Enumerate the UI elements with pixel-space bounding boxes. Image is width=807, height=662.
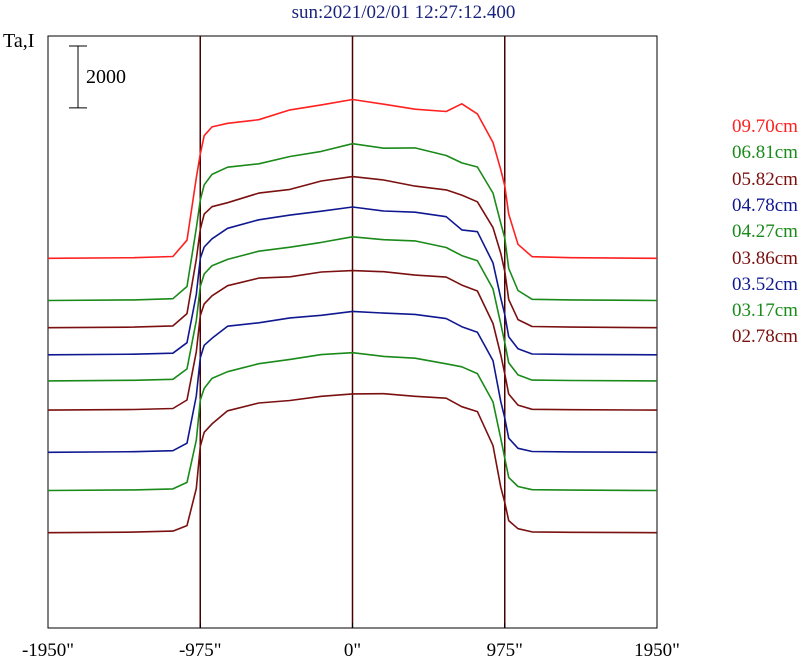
legend-item-02.78cm: 02.78cm bbox=[732, 326, 798, 348]
legend-item-09.70cm: 09.70cm bbox=[732, 116, 798, 137]
legend-item-05.82cm: 05.82cm bbox=[732, 168, 798, 190]
x-tick-label-4: 1950" bbox=[634, 640, 680, 661]
series-line-03.17cm bbox=[47, 351, 658, 492]
series-line-04.78cm bbox=[47, 206, 658, 356]
scale-bar: 2000 bbox=[69, 45, 126, 109]
series-line-03.86cm bbox=[47, 269, 658, 411]
legend-item-04.27cm: 04.27cm bbox=[732, 221, 798, 243]
legend-item-03.52cm: 03.52cm bbox=[732, 273, 798, 295]
x-tick-label-0: -1950" bbox=[22, 640, 74, 661]
x-tick-label-1: -975" bbox=[179, 640, 222, 661]
legend-item-03.86cm: 03.86cm bbox=[732, 247, 798, 269]
series-line-06.81cm bbox=[47, 142, 658, 302]
series-lines bbox=[47, 98, 658, 534]
series-line-05.82cm bbox=[47, 175, 658, 329]
x-ticks: -1950" -975" 0" 975" 1950" bbox=[22, 623, 680, 661]
legend-item-04.78cm: 04.78cm bbox=[732, 194, 798, 216]
x-tick-label-3: 975" bbox=[487, 640, 523, 661]
scale-bar-label: 2000 bbox=[86, 66, 126, 88]
x-tick-label-2: 0" bbox=[344, 640, 361, 661]
y-axis-label: Ta,I bbox=[3, 30, 35, 52]
series-line-09.70cm bbox=[47, 98, 658, 260]
legend-item-03.17cm: 03.17cm bbox=[732, 300, 798, 322]
vertical-markers bbox=[199, 36, 506, 628]
chart-title: sun:2021/02/01 12:27:12.400 bbox=[291, 2, 516, 23]
series-line-02.78cm bbox=[47, 392, 658, 534]
series-line-04.27cm bbox=[47, 236, 658, 382]
legend-item-06.81cm: 06.81cm bbox=[732, 142, 798, 164]
series-line-03.52cm bbox=[47, 310, 658, 454]
